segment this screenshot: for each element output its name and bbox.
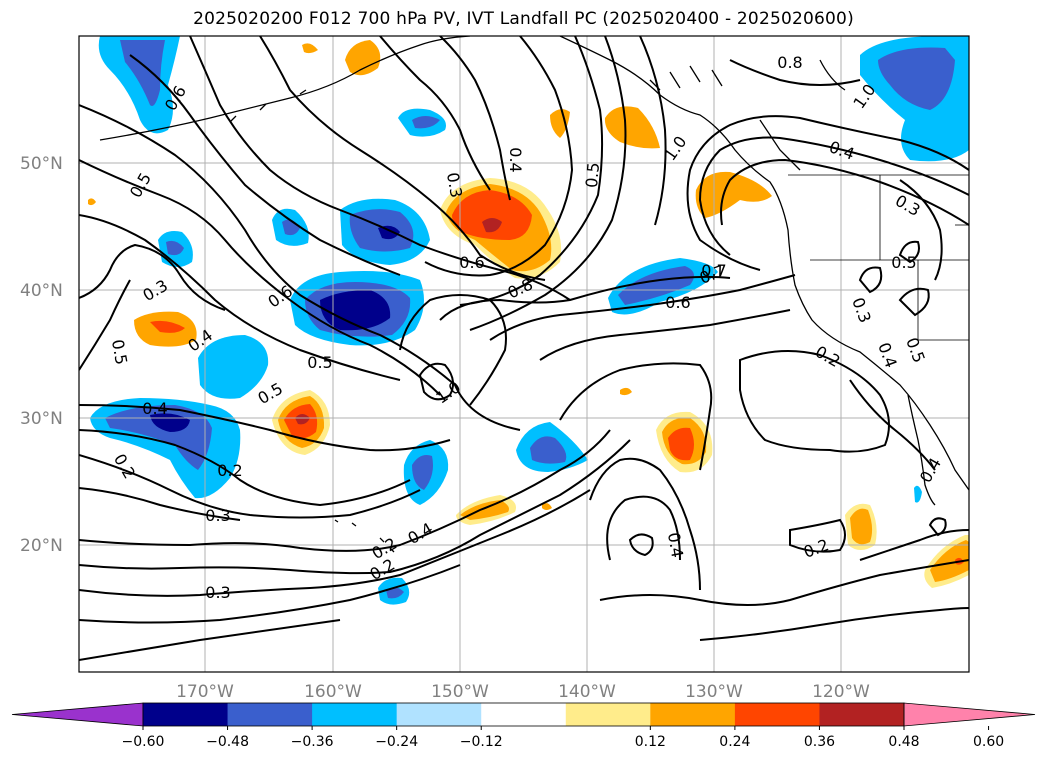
lon-label-130w: 130°W xyxy=(685,682,743,702)
colorbar-swatch xyxy=(650,703,736,726)
colorbar-tick-label: 0.24 xyxy=(719,734,750,750)
longitude-labels: 170°W 160°W 150°W 140°W 130°W 120°W xyxy=(176,682,870,702)
contour-label: 0.5 xyxy=(108,338,131,366)
colorbar-extend-high xyxy=(903,702,1036,727)
colorbar-swatch xyxy=(734,703,820,726)
pv-contours xyxy=(79,36,969,661)
colorbar: −0.60 −0.48 −0.36 −0.24 −0.12 0.12 0.24 0.36 0.4… xyxy=(11,702,1036,750)
lon-label-170w: 170°W xyxy=(176,682,234,702)
colorbar-tick-label: −0.24 xyxy=(375,734,418,750)
political-borders xyxy=(788,174,969,341)
figure-title: 2025020200 F012 700 hPa PV, IVT Landfall… xyxy=(193,9,854,29)
map-frame xyxy=(78,35,970,673)
colorbar-frame xyxy=(142,702,905,727)
lat-label-50: 50°N xyxy=(20,154,63,174)
contour-label: 0.2 xyxy=(217,461,242,480)
colorbar-swatch xyxy=(481,703,567,726)
contour-label: 0.3 xyxy=(205,583,230,602)
lon-label-120w: 120°W xyxy=(812,682,870,702)
colorbar-tick-label: −0.48 xyxy=(206,734,249,750)
contour-label: 0.8 xyxy=(777,53,802,72)
colorbar-tick-label: −0.36 xyxy=(291,734,334,750)
colorbar-swatch xyxy=(565,703,651,726)
coastlines xyxy=(99,36,969,553)
contour-label: 0.3 xyxy=(443,171,466,199)
lat-label-30: 30°N xyxy=(20,409,63,429)
contour-label: 0.3 xyxy=(205,506,230,525)
contour-label: 0.4 xyxy=(664,531,687,559)
lat-label-40: 40°N xyxy=(20,281,63,301)
colorbar-tick-label: 0.36 xyxy=(804,734,835,750)
lon-label-150w: 150°W xyxy=(431,682,489,702)
colorbar-swatch xyxy=(312,703,398,726)
contour-label: 0.6 xyxy=(665,293,690,312)
colorbar-swatch xyxy=(227,703,313,726)
latitude-labels: 50°N 40°N 30°N 20°N xyxy=(20,154,63,556)
contour-label: 0.4 xyxy=(506,147,525,172)
colorbar-tick-label: −0.12 xyxy=(460,734,503,750)
colorbar-swatch xyxy=(396,703,482,726)
contour-label: 0.5 xyxy=(307,353,332,372)
colorbar-tick-label: 0.60 xyxy=(973,734,1004,750)
contour-label: 0.7 xyxy=(701,261,726,280)
contour-label: 0.4 xyxy=(142,399,167,418)
lon-label-160w: 160°W xyxy=(304,682,362,702)
lon-label-140w: 140°W xyxy=(558,682,616,702)
lat-label-20: 20°N xyxy=(20,536,63,556)
colorbar-tick-label: −0.60 xyxy=(122,734,165,750)
colorbar-extend-low xyxy=(11,702,144,727)
colorbar-tick-label: 0.48 xyxy=(888,734,919,750)
colorbar-swatch xyxy=(819,703,905,726)
colorbar-swatch xyxy=(143,703,229,726)
contour-label: 0.5 xyxy=(891,253,916,272)
contour-label: 0.5 xyxy=(582,162,603,189)
contour-labels: 0.60.50.30.50.60.40.50.50.40.2 0.20.30.30… xyxy=(108,53,945,602)
colorbar-tick-label: 0.12 xyxy=(635,734,666,750)
negative-pc-shading xyxy=(90,36,969,605)
contour-label: 0.6 xyxy=(459,253,484,272)
